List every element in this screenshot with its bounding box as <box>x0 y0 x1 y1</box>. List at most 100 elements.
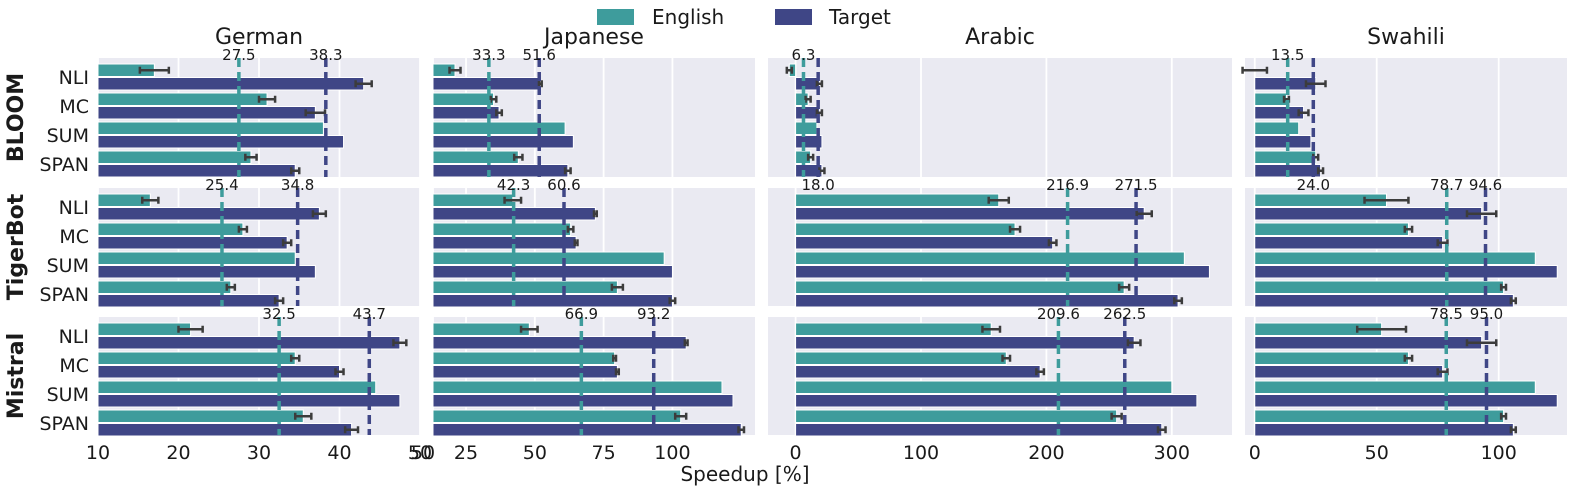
bar-target-mc <box>1254 236 1444 250</box>
mean-label-target: 38.3 <box>309 46 342 64</box>
mean-label-english: 13.5 <box>1271 46 1304 64</box>
bar-english-sum <box>795 251 1185 265</box>
panel-mistral-swahili: 78.5 95.0 <box>1245 305 1567 437</box>
bar-target-sum <box>97 135 345 149</box>
x-tick-label-german: 50 <box>408 442 432 464</box>
bar-english-mc <box>97 92 268 106</box>
bar-english-sum <box>432 251 665 265</box>
panel-background <box>768 58 1232 177</box>
bar-target-sum <box>795 265 1210 279</box>
mean-label-english: 33.3 <box>472 46 505 64</box>
bar-target-nli <box>432 336 687 350</box>
x-tick-label-swahili: 50 <box>1365 442 1389 464</box>
mean-label-english: 32.5 <box>262 305 295 323</box>
bar-target-sum <box>97 394 401 408</box>
mean-label-english: 27.5 <box>222 46 255 64</box>
x-tick-label-japanese: 25 <box>454 442 478 464</box>
mean-label-target: 271.5 <box>1115 176 1158 194</box>
bar-target-sum <box>432 265 673 279</box>
bar-target-sum <box>1254 265 1558 279</box>
bar-target-nli <box>432 77 541 91</box>
x-tick-label-arabic: 200 <box>1028 442 1064 464</box>
bar-target-sum <box>1254 394 1558 408</box>
panel-grid: German Japanese Arabic Swahili BLOOM TigerBot… <box>4 25 1567 464</box>
x-tick-label-japanese: 50 <box>523 442 547 464</box>
x-tick-label-swahili: 0 <box>1249 442 1261 464</box>
bar-english-span <box>97 150 252 164</box>
bar-english-sum <box>1254 121 1300 135</box>
column-title-japanese: Japanese <box>542 25 644 50</box>
x-tick-label-german: 30 <box>247 442 271 464</box>
panel-bloom-japanese: 33.3 51.6 <box>432 46 755 178</box>
bar-target-sum <box>97 265 316 279</box>
task-label-mc: MC <box>59 355 89 377</box>
x-tick-label-german: 40 <box>327 442 351 464</box>
bar-english-mc <box>1254 222 1409 236</box>
bar-english-sum <box>1254 380 1536 394</box>
x-tick-label-arabic: 100 <box>903 442 939 464</box>
mean-label-extra: 24.0 <box>1297 176 1330 194</box>
task-label-sum: SUM <box>47 255 89 277</box>
panel-bloom-german: 27.5 38.3 <box>97 46 421 178</box>
bar-english-mc <box>795 351 1007 365</box>
bar-english-sum <box>795 121 818 135</box>
bar-english-span <box>795 409 1118 423</box>
mean-label-target: 95.0 <box>1470 305 1503 323</box>
bar-english-mc <box>432 222 572 236</box>
bar-english-span <box>432 150 519 164</box>
bar-target-mc <box>432 236 577 250</box>
bar-target-span <box>795 423 1163 437</box>
bar-english-mc <box>432 351 616 365</box>
column-title-swahili: Swahili <box>1367 25 1445 50</box>
task-label-span: SPAN <box>39 413 89 435</box>
bar-target-nli <box>795 207 1145 221</box>
bar-target-span <box>97 423 353 437</box>
x-tick-label-german: 20 <box>166 442 190 464</box>
bar-target-nli <box>97 207 320 221</box>
x-tick-label-arabic: 300 <box>1154 442 1190 464</box>
bar-target-span <box>97 294 280 308</box>
bar-target-span <box>432 423 742 437</box>
mean-label-english: 66.9 <box>565 305 598 323</box>
mean-label-english: 42.3 <box>497 176 530 194</box>
bar-english-nli <box>432 322 530 336</box>
bar-target-mc <box>1254 365 1444 379</box>
mean-label-english: 209.6 <box>1037 305 1080 323</box>
column-title-arabic: Arabic <box>965 25 1035 50</box>
bar-english-sum <box>432 121 566 135</box>
bar-english-span <box>1254 280 1505 294</box>
bar-english-sum <box>97 380 377 394</box>
panel-mistral-japanese: 66.9 93.2 <box>432 305 755 437</box>
row-title-tigerbot: TigerBot <box>4 193 29 300</box>
task-label-nli: NLI <box>59 197 89 219</box>
bar-target-mc <box>795 236 1054 250</box>
panel-tigerbot-japanese: 42.3 60.6 <box>432 176 755 308</box>
mean-label-english: 6.3 <box>792 46 816 64</box>
bar-english-nli <box>97 322 192 336</box>
bar-english-sum <box>1254 251 1536 265</box>
bar-target-nli <box>97 336 401 350</box>
bar-target-mc <box>1254 106 1305 120</box>
task-label-mc: MC <box>59 226 89 248</box>
bar-target-mc <box>97 106 316 120</box>
bar-english-nli <box>795 322 992 336</box>
row-title-bloom: BLOOM <box>4 73 29 162</box>
bar-english-sum <box>795 380 1173 394</box>
bar-target-sum <box>795 394 1198 408</box>
bar-target-span <box>1254 423 1514 437</box>
bar-english-span <box>1254 409 1505 423</box>
legend-swatch-english <box>597 9 634 25</box>
task-label-nli: NLI <box>59 67 89 89</box>
panel-mistral-arabic: 209.6 262.5 <box>768 305 1232 437</box>
x-tick-label-german: 10 <box>86 442 110 464</box>
mean-label-target: 43.7 <box>353 305 386 323</box>
panel-bloom-arabic: 6.3 <box>768 46 1232 178</box>
bar-target-mc <box>97 236 288 250</box>
bar-english-nli <box>432 193 514 207</box>
panel-tigerbot-german: 25.4 34.8 <box>97 176 421 308</box>
bar-english-sum <box>432 380 723 394</box>
mean-label-target: 93.2 <box>637 305 670 323</box>
task-label-sum: SUM <box>47 384 89 406</box>
panel-bloom-swahili: 13.5 <box>1241 46 1567 178</box>
x-tick-label-swahili: 100 <box>1481 442 1517 464</box>
